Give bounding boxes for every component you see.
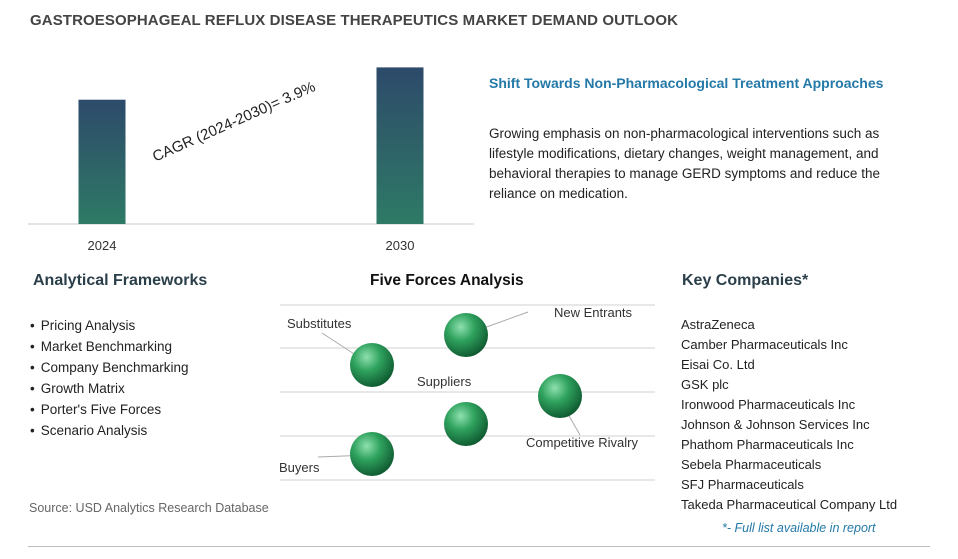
company-item: Eisai Co. Ltd: [681, 357, 755, 372]
label-competitive-rivalry: Competitive Rivalry: [526, 435, 638, 450]
label-substitutes: Substitutes: [287, 316, 352, 331]
company-item: SFJ Pharmaceuticals: [681, 477, 804, 492]
five-forces-diagram: Substitutes New Entrants Suppliers Compe…: [279, 304, 655, 481]
company-item: Johnson & Johnson Services Inc: [681, 417, 870, 432]
five-forces-title: Five Forces Analysis: [370, 272, 524, 289]
trend-title: Shift Towards Non-Pharmacological Treatm…: [489, 75, 884, 91]
framework-item: Market Benchmarking: [30, 336, 189, 357]
company-item: Phathom Pharmaceuticals Inc: [681, 437, 854, 452]
bottom-divider: [28, 546, 930, 547]
x-tick-label: 2030: [386, 238, 415, 253]
bar-2024: [78, 99, 126, 224]
company-item: GSK plc: [681, 377, 729, 392]
sphere-buyers: [350, 432, 394, 476]
trend-description: Growing emphasis on non-pharmacological …: [489, 126, 880, 201]
x-tick-labels: 2024 2030: [88, 238, 415, 253]
label-suppliers: Suppliers: [417, 374, 472, 389]
x-tick-label: 2024: [88, 238, 117, 253]
framework-item: Pricing Analysis: [30, 315, 189, 336]
bar-2030: [376, 67, 424, 225]
framework-item: Company Benchmarking: [30, 357, 189, 378]
company-item: Takeda Pharmaceutical Company Ltd: [681, 497, 898, 512]
companies-title: Key Companies*: [682, 272, 809, 289]
company-item: Camber Pharmaceuticals Inc: [681, 337, 848, 352]
frameworks-title: Analytical Frameworks: [33, 272, 208, 289]
sphere-competitive-rivalry: [538, 374, 582, 418]
label-buyers: Buyers: [279, 460, 320, 475]
bars-group: [78, 67, 424, 225]
companies-list: AstraZeneca Camber Pharmaceuticals Inc E…: [681, 315, 897, 515]
framework-item: Growth Matrix: [30, 378, 189, 399]
company-item: Ironwood Pharmaceuticals Inc: [681, 397, 856, 412]
company-item: Sebela Pharmaceuticals: [681, 457, 822, 472]
framework-item: Porter's Five Forces: [30, 399, 189, 420]
sphere-suppliers: [444, 402, 488, 446]
full-list-note: *- Full list available in report: [722, 521, 876, 535]
sphere-substitutes: [350, 343, 394, 387]
sphere-new-entrants: [444, 313, 488, 357]
bar-chart: 2024 2030: [28, 67, 474, 253]
framework-item: Scenario Analysis: [30, 420, 189, 441]
label-new-entrants: New Entrants: [554, 305, 633, 320]
source-note: Source: USD Analytics Research Database: [29, 501, 269, 515]
frameworks-list: Pricing Analysis Market Benchmarking Com…: [30, 315, 189, 441]
page-title: GASTROESOPHAGEAL REFLUX DISEASE THERAPEU…: [30, 12, 679, 29]
company-item: AstraZeneca: [681, 317, 755, 332]
